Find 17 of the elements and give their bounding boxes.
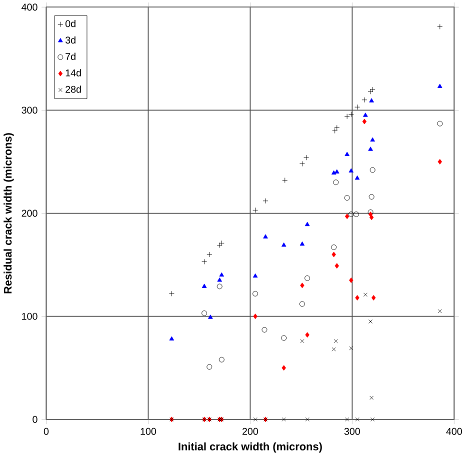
x-tick-label: 400 [446,428,462,435]
y-tick-label: 200 [22,210,38,217]
legend-label: 28d [66,85,81,93]
x-axis-title: Initial crack width (microns) [178,442,322,452]
legend-label: 14d [66,69,81,76]
y-tick-label: 0 [32,416,38,423]
x-tick-label: 0 [44,428,49,435]
y-tick-label: 100 [22,312,38,320]
x-tick-label: 100 [140,428,156,435]
y-tick-label: 300 [22,106,38,114]
y-tick-label: 400 [22,4,38,10]
legend-label: 0d [65,20,76,28]
y-axis-title: Residual crack width (microns) [4,132,14,294]
legend-label: 7d [66,52,76,60]
legend-label: 3d [65,36,76,44]
x-tick-label: 300 [344,428,360,435]
x-tick-label: 200 [242,428,258,435]
